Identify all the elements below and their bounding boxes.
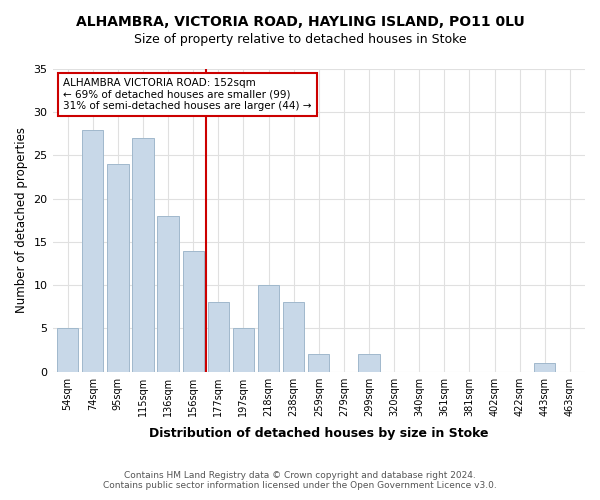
Bar [132,138,154,372]
Bar [57,328,78,372]
Bar [358,354,380,372]
X-axis label: Distribution of detached houses by size in Stoke: Distribution of detached houses by size … [149,427,488,440]
Text: Size of property relative to detached houses in Stoke: Size of property relative to detached ho… [134,32,466,46]
Bar [308,354,329,372]
Text: Contains HM Land Registry data © Crown copyright and database right 2024.
Contai: Contains HM Land Registry data © Crown c… [103,470,497,490]
Bar [208,302,229,372]
Text: ALHAMBRA, VICTORIA ROAD, HAYLING ISLAND, PO11 0LU: ALHAMBRA, VICTORIA ROAD, HAYLING ISLAND,… [76,15,524,29]
Bar [534,363,556,372]
Text: ALHAMBRA VICTORIA ROAD: 152sqm
← 69% of detached houses are smaller (99)
31% of : ALHAMBRA VICTORIA ROAD: 152sqm ← 69% of … [63,78,311,112]
Bar [233,328,254,372]
Bar [182,250,204,372]
Bar [107,164,128,372]
Y-axis label: Number of detached properties: Number of detached properties [15,128,28,314]
Bar [258,285,279,372]
Bar [82,130,103,372]
Bar [157,216,179,372]
Bar [283,302,304,372]
